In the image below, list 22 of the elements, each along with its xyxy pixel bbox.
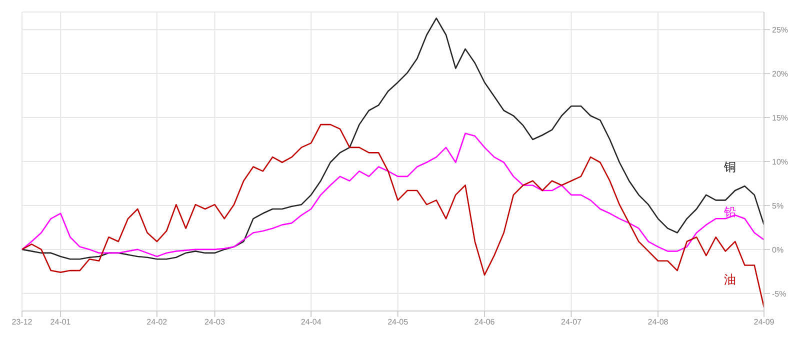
x-tick-label: 24-08	[648, 318, 669, 327]
x-tick-label: 24-01	[50, 318, 72, 327]
x-tick-label: 24-02	[146, 318, 168, 327]
x-tick-label: 24-07	[561, 318, 582, 327]
line-series	[21, 124, 765, 308]
y-tick-label: 15%	[772, 113, 788, 122]
series-label: 铜	[723, 160, 736, 174]
y-tick-label: -5%	[772, 289, 786, 298]
x-tick-label: 24-09	[754, 318, 775, 327]
y-tick-label: 0%	[772, 245, 784, 254]
line-series	[21, 132, 765, 258]
y-tick-label: 25%	[772, 25, 788, 34]
x-tick-label: 24-03	[204, 318, 226, 327]
y-tick-label: 20%	[772, 69, 788, 78]
series-label: 油	[724, 272, 736, 286]
line-series	[21, 18, 765, 260]
x-tick-label: 24-04	[300, 318, 322, 327]
y-tick-label: 10%	[772, 157, 788, 166]
x-tick-label: 24-05	[388, 318, 409, 327]
x-tick-label: 24-06	[474, 318, 496, 327]
y-tick-label: 5%	[772, 201, 784, 210]
x-tick-label: 23-12	[12, 318, 33, 327]
